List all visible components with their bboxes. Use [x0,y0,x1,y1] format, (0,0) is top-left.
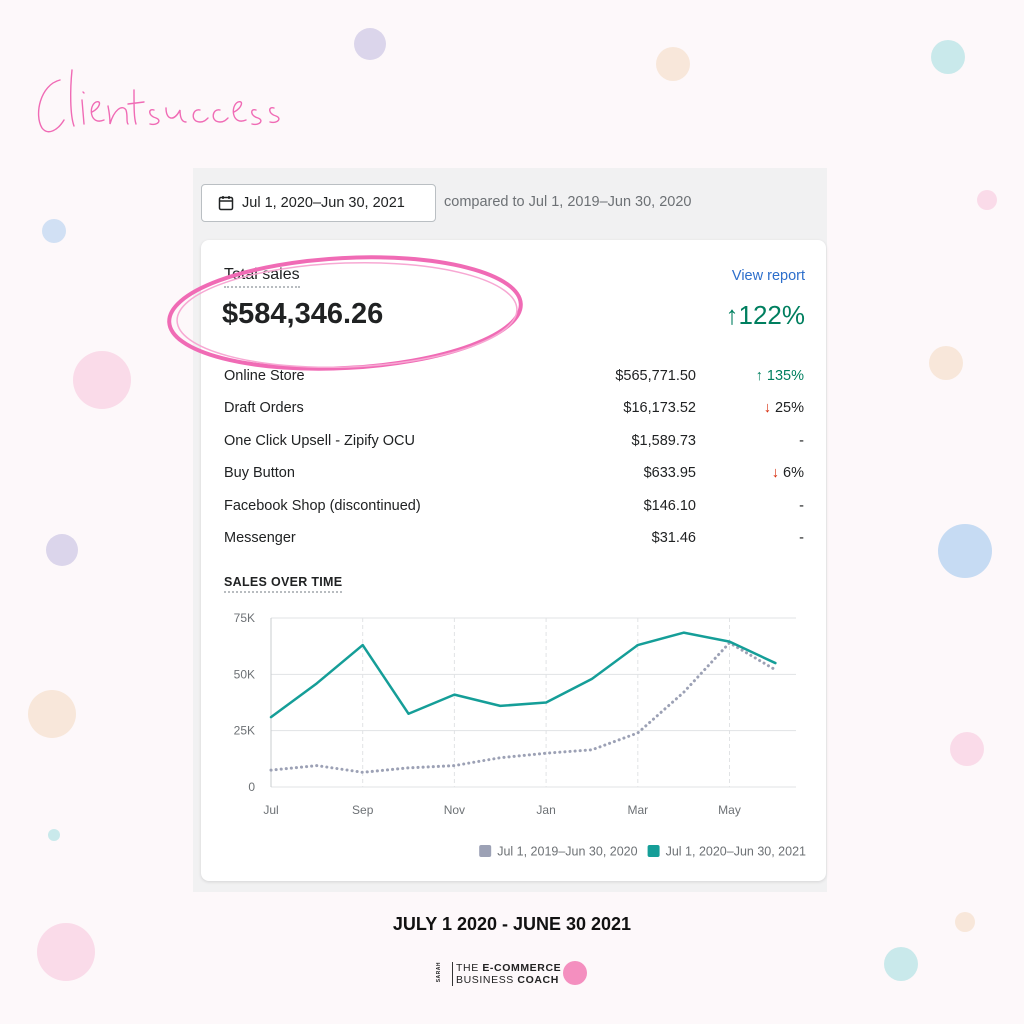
channel-amount: $565,771.50 [615,368,696,384]
x-tick-label: Nov [444,803,465,817]
x-tick-label: Jul [263,803,278,817]
channel-row: One Click Upsell - Zipify OCU $1,589.73 - [224,427,804,459]
legend-label: Jul 1, 2019–Jun 30, 2020 [497,845,637,859]
arrow-down-icon: ↓ [771,465,784,482]
channel-change-value: - [799,497,804,514]
brand-dot-icon [563,961,587,985]
channel-change: ↓ 6% [772,465,804,481]
arrow-down-icon: ↓ [763,400,775,417]
channel-name: Facebook Shop (discontinued) [224,497,421,514]
total-change-value: 122% [738,300,806,330]
channel-name: Messenger [224,529,296,546]
channel-change: ↓ 25% [764,400,804,416]
channel-row: Facebook Shop (discontinued) $146.10 - [224,492,804,524]
x-tick-label: Jan [536,803,555,817]
calendar-icon [218,196,234,211]
total-sales-title[interactable]: Total sales [224,266,300,288]
channel-name: One Click Upsell - Zipify OCU [224,432,415,449]
arrow-up-icon: ↑ [755,368,767,384]
channel-row: Draft Orders $16,173.52 ↓ 25% [224,394,804,426]
brand-line-2: BUSINESS COACH [452,974,559,986]
channel-change: - [799,433,804,449]
comparison-text: compared to Jul 1, 2019–Jun 30, 2020 [444,194,692,210]
channel-amount: $633.95 [643,465,696,482]
channel-row: Buy Button $633.95 ↓ 6% [224,459,804,491]
channel-change-value: - [799,432,804,449]
arrow-up-icon: ↑ [725,300,739,330]
y-tick-label: 75K [234,611,255,625]
x-tick-label: Mar [627,803,648,817]
channel-change: - [799,530,804,546]
legend-swatch [647,845,660,857]
channel-change: - [799,498,804,514]
client-success-script-title [37,69,280,133]
x-tick-label: May [718,803,741,817]
x-tick-label: Sep [352,803,374,817]
date-range-label: Jul 1, 2020–Jun 30, 2021 [242,195,405,211]
y-tick-label: 50K [234,667,255,681]
sales-over-time-chart: 0 25K 50K 75K Jul Sep Nov Jan Mar May Jul 1, 2020–… [234,611,806,859]
brand-logo: SARAH THE E-COMMERCE BUSINESS COACH [436,960,588,988]
channel-change-value: - [799,529,804,546]
legend-swatch [479,845,492,857]
channel-amount: $1,589.73 [631,432,696,449]
channel-name: Buy Button [224,465,295,482]
channel-row: Messenger $31.46 - [224,524,804,556]
channel-amount: $31.46 [651,529,696,546]
series-line-previous-period [269,641,777,774]
period-caption: JULY 1 2020 - JUNE 30 2021 [392,914,632,934]
sales-over-time-title[interactable]: SALES OVER TIME [224,575,343,593]
channel-change: ↑ 135% [756,368,804,384]
channel-amount: $16,173.52 [623,400,696,417]
legend-label: Jul 1, 2020–Jun 30, 2021 [666,845,806,859]
channel-name: Online Store [224,368,305,384]
series-line-current-period [269,631,777,719]
channel-amount: $146.10 [643,497,696,514]
channel-change-value: 6% [783,465,804,482]
brand-line-1: THE E-COMMERCE [452,962,561,974]
total-sales-change: ↑122% [726,300,806,331]
channel-change-value: 25% [774,400,804,417]
channel-breakdown-list: Online Store $565,771.50 ↑ 135% Draft Order… [224,362,804,556]
y-tick-label: 25K [234,724,255,738]
channel-name: Draft Orders [224,400,304,417]
y-tick-label: 0 [248,780,255,794]
channel-change-value: 135% [766,368,804,384]
total-sales-value: $584,346.26 [222,298,384,330]
channel-row: Online Store $565,771.50 ↑ 135% [224,362,804,394]
brand-name-small: SARAH [436,962,442,983]
date-range-button[interactable]: Jul 1, 2020–Jun 30, 2021 [201,184,436,222]
view-report-link[interactable]: View report [731,268,805,284]
